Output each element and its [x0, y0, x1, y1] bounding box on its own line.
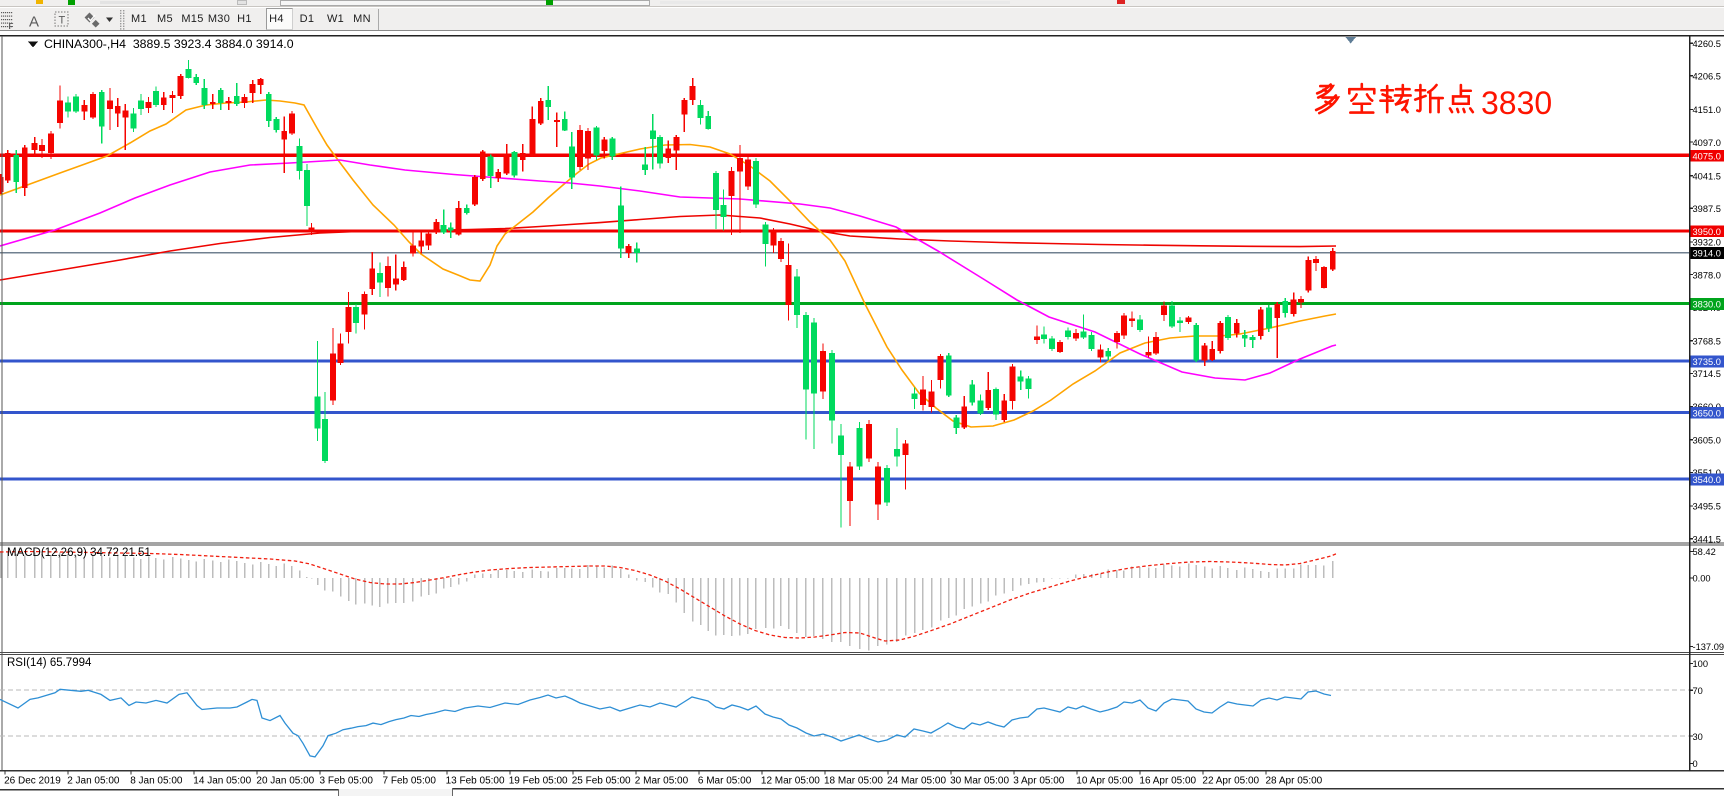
svg-text:A: A [29, 13, 39, 30]
svg-text:3540.0: 3540.0 [1693, 475, 1721, 485]
svg-text:3495.5: 3495.5 [1693, 502, 1721, 512]
svg-text:26 Dec 2019: 26 Dec 2019 [4, 776, 61, 787]
svg-text:3714.5: 3714.5 [1693, 369, 1721, 379]
svg-text:28 Apr 05:00: 28 Apr 05:00 [1266, 776, 1323, 787]
svg-text:4097.0: 4097.0 [1693, 138, 1721, 148]
svg-text:6 Mar 05:00: 6 Mar 05:00 [698, 776, 752, 787]
svg-text:3830.0: 3830.0 [1693, 300, 1721, 310]
svg-text:24 Mar 05:00: 24 Mar 05:00 [887, 776, 946, 787]
svg-text:-137.09: -137.09 [1693, 642, 1724, 652]
svg-text:12 Mar 05:00: 12 Mar 05:00 [761, 776, 820, 787]
svg-text:4260.5: 4260.5 [1693, 39, 1721, 49]
svg-text:3441.5: 3441.5 [1693, 534, 1721, 544]
svg-text:13 Feb 05:00: 13 Feb 05:00 [446, 776, 505, 787]
svg-text:MACD(12,26,9) 34.72 21.51: MACD(12,26,9) 34.72 21.51 [7, 547, 151, 559]
svg-text:14 Jan 05:00: 14 Jan 05:00 [193, 776, 251, 787]
svg-text:3605.0: 3605.0 [1693, 435, 1721, 445]
svg-text:0.00: 0.00 [1693, 574, 1711, 584]
svg-text:3932.0: 3932.0 [1693, 238, 1721, 248]
svg-text:4151.0: 4151.0 [1693, 105, 1721, 115]
svg-text:RSI(14) 65.7994: RSI(14) 65.7994 [7, 657, 92, 669]
svg-text:3987.5: 3987.5 [1693, 204, 1721, 214]
svg-text:25 Feb 05:00: 25 Feb 05:00 [572, 776, 631, 787]
svg-text:3768.5: 3768.5 [1693, 337, 1721, 347]
svg-text:8 Jan 05:00: 8 Jan 05:00 [130, 776, 183, 787]
svg-text:3950.0: 3950.0 [1693, 227, 1721, 237]
svg-text:3650.0: 3650.0 [1693, 408, 1721, 418]
svg-text:2 Mar 05:00: 2 Mar 05:00 [635, 776, 689, 787]
svg-text:3735.0: 3735.0 [1693, 357, 1721, 367]
svg-text:4041.5: 4041.5 [1693, 171, 1721, 181]
svg-text:3551.0: 3551.0 [1693, 468, 1721, 478]
svg-text:70: 70 [1693, 686, 1703, 696]
svg-text:100: 100 [1693, 659, 1709, 669]
svg-text:CHINA300-,H4 3889.5 3923.4 38: CHINA300-,H4 3889.5 3923.4 3884.0 3914.0 [44, 37, 294, 51]
svg-text:3 Apr 05:00: 3 Apr 05:00 [1013, 776, 1065, 787]
svg-text:3914.0: 3914.0 [1693, 249, 1721, 259]
svg-text:2 Jan 05:00: 2 Jan 05:00 [67, 776, 120, 787]
svg-text:7 Feb 05:00: 7 Feb 05:00 [383, 776, 437, 787]
svg-text:3878.0: 3878.0 [1693, 270, 1721, 280]
svg-text:22 Apr 05:00: 22 Apr 05:00 [1202, 776, 1259, 787]
svg-text:T: T [59, 14, 66, 26]
svg-text:3830: 3830 [1481, 85, 1552, 121]
svg-text:30: 30 [1693, 732, 1703, 742]
svg-text:3 Feb 05:00: 3 Feb 05:00 [320, 776, 374, 787]
svg-text:30 Mar 05:00: 30 Mar 05:00 [950, 776, 1009, 787]
svg-text:4075.0: 4075.0 [1693, 151, 1721, 161]
svg-text:58.42: 58.42 [1693, 547, 1716, 557]
svg-text:16 Apr 05:00: 16 Apr 05:00 [1139, 776, 1196, 787]
svg-text:18 Mar 05:00: 18 Mar 05:00 [824, 776, 883, 787]
svg-text:19 Feb 05:00: 19 Feb 05:00 [509, 776, 568, 787]
svg-text:0: 0 [1693, 759, 1698, 769]
svg-text:F: F [9, 22, 14, 31]
svg-text:20 Jan 05:00: 20 Jan 05:00 [256, 776, 314, 787]
svg-text:4206.5: 4206.5 [1693, 72, 1721, 82]
svg-text:10 Apr 05:00: 10 Apr 05:00 [1076, 776, 1133, 787]
